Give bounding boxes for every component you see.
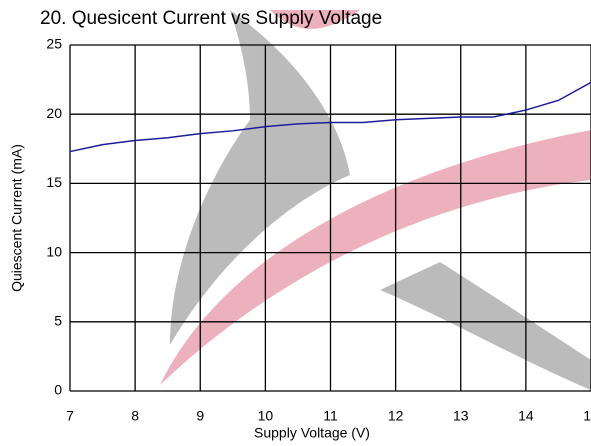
y-tick-label: 10 [46, 243, 62, 259]
x-tick-label: 9 [196, 408, 204, 424]
x-tick-label: 11 [323, 408, 338, 424]
x-axis-label: Supply Voltage (V) [254, 425, 370, 441]
x-tick-label: 10 [258, 408, 274, 424]
chart-title: 20. Quesicent Current vs Supply Voltage [40, 8, 382, 29]
x-tick-label: 8 [131, 408, 139, 424]
y-tick-label: 5 [54, 313, 62, 329]
chart: 20. Quesicent Current vs Supply Voltage … [0, 0, 591, 446]
page: {"chart_data": {"type": "line", "title":… [0, 0, 591, 446]
y-tick-label: 0 [54, 382, 62, 398]
y-axis-label: Quiescent Current (mA) [9, 144, 25, 292]
y-tick-label: 15 [46, 174, 62, 190]
x-tick-label: 15 [583, 408, 591, 424]
y-tick-label: 25 [46, 36, 62, 52]
x-tick-label: 13 [453, 408, 469, 424]
watermark-swoosh [380, 262, 591, 390]
y-tick-label: 20 [46, 105, 62, 121]
x-tick-label: 7 [66, 408, 74, 424]
x-tick-label: 12 [388, 408, 404, 424]
x-tick-label: 14 [518, 408, 534, 424]
